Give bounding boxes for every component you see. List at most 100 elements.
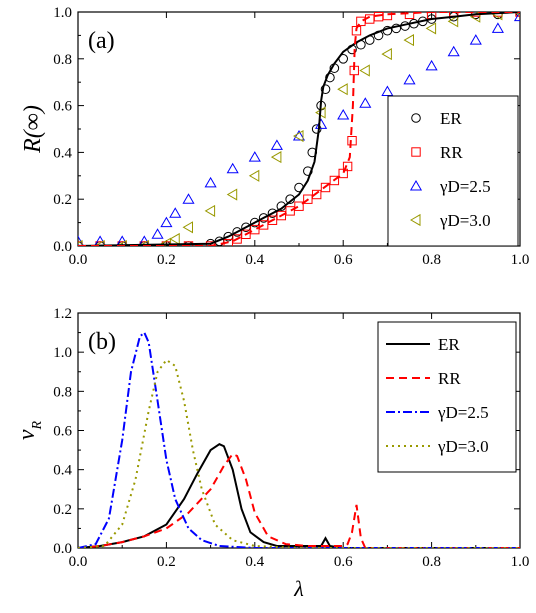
- data-point: [293, 129, 304, 143]
- data-point: [514, 12, 520, 16]
- data-point: [382, 12, 393, 21]
- data-point: [116, 239, 127, 246]
- data-point: [347, 136, 357, 146]
- data-point: [351, 26, 362, 36]
- data-point: [329, 175, 340, 186]
- y-tick-label: 1.0: [53, 345, 72, 361]
- y-tick-label: 0.6: [53, 424, 72, 440]
- data-point: [151, 228, 164, 239]
- data-point: [515, 12, 520, 17]
- data-point: [320, 182, 331, 193]
- legend-marker: [409, 180, 423, 191]
- fit-line: [78, 12, 520, 246]
- data-point: [78, 235, 85, 246]
- y-tick-label: 1.0: [53, 5, 72, 21]
- x-tick-label: 0.8: [422, 554, 441, 570]
- x-tick-label: 0.0: [69, 252, 88, 268]
- data-point: [513, 12, 520, 22]
- y-tick-label: 0.0: [53, 239, 72, 255]
- panel-b: 0.0 0.2 0.4 0.6 0.8 1.0 0.0 0.2 0.4 0.6 0.8 1.0 1.2 (…: [14, 306, 529, 601]
- x-tick-label: 0.6: [334, 554, 353, 570]
- panel-label: (a): [88, 28, 115, 54]
- legend-box: [377, 321, 517, 473]
- x-tick-label: 0.6: [334, 252, 353, 268]
- data-point: [285, 206, 295, 216]
- x-tick-label: 0.8: [422, 252, 441, 268]
- x-tick-label: 1.0: [511, 554, 530, 570]
- data-point: [94, 239, 105, 246]
- data-point: [311, 124, 322, 134]
- data-point: [471, 12, 481, 17]
- data-point: [381, 48, 392, 61]
- data-point: [117, 241, 127, 246]
- fit-line: [78, 12, 520, 246]
- data-point: [337, 108, 350, 120]
- data-point: [491, 22, 504, 33]
- data-point: [403, 34, 414, 47]
- y-axis-label: R(∞): [20, 105, 46, 154]
- panel-a: 0.0 0.2 0.4 0.6 0.8 1.0 0.0 0.2 0.4 0.6 0.8 1.0 (a) R…: [20, 5, 529, 268]
- data-point: [337, 83, 348, 96]
- data-point: [447, 45, 460, 57]
- legend-marker: [411, 113, 421, 123]
- data-point: [160, 216, 173, 228]
- data-point: [381, 85, 394, 97]
- legend-label: γD=3.0: [439, 211, 491, 230]
- data-point: [270, 139, 283, 150]
- y-tick-label: 0.4: [53, 145, 72, 161]
- y-tick-label: 0.2: [53, 192, 72, 208]
- legend-label: γD=3.0: [437, 437, 489, 456]
- legend-marker: [410, 213, 421, 227]
- data-point: [226, 188, 238, 201]
- y-axis-label-main: ν: [14, 429, 40, 440]
- series-line: [78, 452, 520, 548]
- data-point: [315, 118, 328, 129]
- data-point: [78, 241, 83, 246]
- data-point: [169, 207, 182, 218]
- series-line: [78, 330, 520, 548]
- panel-label: (b): [88, 329, 116, 355]
- plot-area: [78, 330, 520, 548]
- y-tick-label: 0.4: [53, 463, 72, 479]
- legend-label: γD=2.5: [439, 177, 491, 196]
- legend-label: RR: [440, 143, 463, 162]
- y-tick-label: 1.2: [53, 306, 72, 322]
- legend-label: γD=2.5: [437, 403, 489, 422]
- data-point: [359, 64, 370, 77]
- data-point: [320, 84, 331, 95]
- data-point: [161, 241, 172, 246]
- legend-marker: [411, 147, 421, 157]
- x-tick-label: 0.2: [157, 252, 176, 268]
- x-axis-label: λ: [293, 576, 304, 601]
- y-tick-label: 0.8: [53, 52, 72, 68]
- y-axis-label: νR: [14, 420, 45, 440]
- data-point: [169, 232, 180, 246]
- y-axis-label-sub: R: [30, 420, 45, 430]
- data-point: [205, 241, 216, 246]
- series-line: [78, 443, 520, 548]
- data-point: [138, 239, 149, 246]
- x-tick-label: 0.4: [245, 554, 264, 570]
- data-point: [270, 151, 282, 164]
- y-tick-label: 0.2: [53, 502, 72, 518]
- data-point: [311, 189, 322, 200]
- data-point: [493, 12, 503, 17]
- y-tick-label: 0.6: [53, 99, 72, 115]
- data-point: [447, 15, 459, 28]
- data-point: [425, 22, 437, 35]
- plot-area: [78, 12, 520, 246]
- data-point: [469, 34, 482, 45]
- x-tick-label: 0.0: [69, 554, 88, 570]
- data-point: [183, 241, 194, 246]
- data-point: [294, 201, 304, 211]
- data-point: [403, 73, 416, 85]
- x-tick-label: 0.2: [157, 554, 176, 570]
- data-point: [204, 204, 216, 217]
- data-point: [292, 130, 306, 141]
- y-tick-label: 0.8: [53, 384, 72, 400]
- data-point: [491, 12, 503, 21]
- data-point: [182, 221, 193, 234]
- y-tick-label: 0.0: [53, 541, 72, 557]
- legend-label: ER: [438, 335, 460, 354]
